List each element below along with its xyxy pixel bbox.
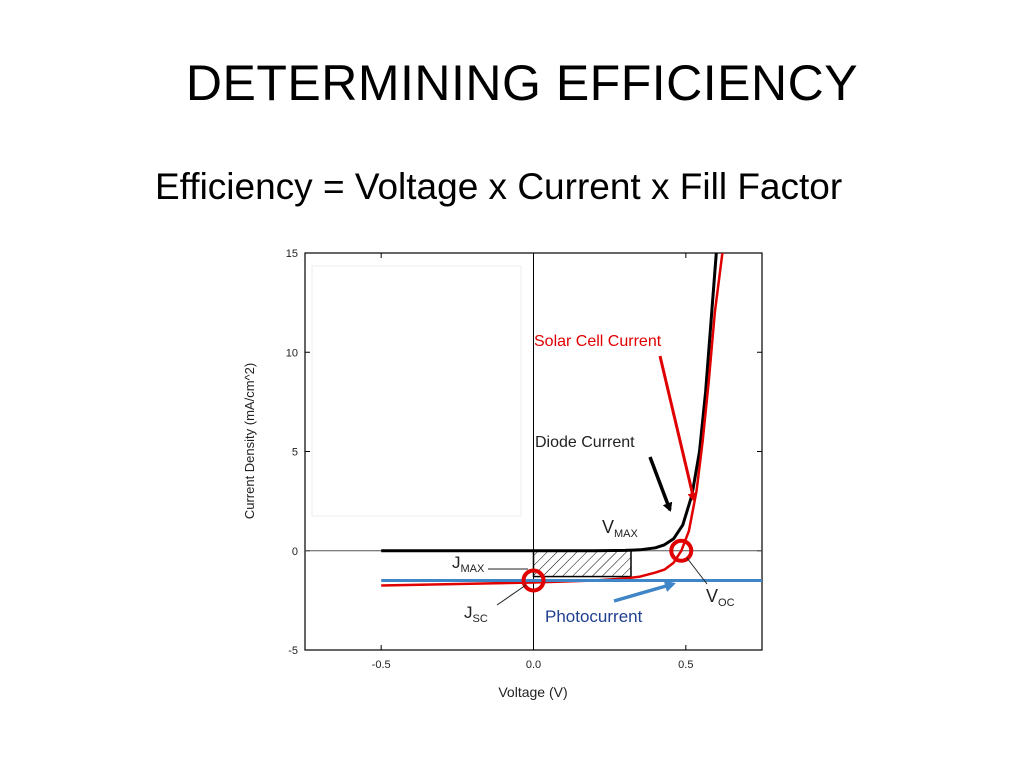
x-tick-label: -0.5 <box>372 659 391 671</box>
y-tick-label: 10 <box>286 347 298 359</box>
photocurrent-arrow <box>613 580 676 603</box>
y-tick-label: 0 <box>292 546 298 558</box>
jsc-leader <box>496 584 527 606</box>
blank-inset <box>311 265 522 517</box>
y-axis-label: Current Density (mA/cm^2) <box>242 363 257 519</box>
x-tick-label: 0.0 <box>526 659 541 671</box>
solar-cell-current-arrow <box>658 355 698 502</box>
diode-current-arrow <box>648 456 673 512</box>
voc-leader <box>686 557 708 585</box>
series-diode-current-line <box>381 253 718 553</box>
jsc-label: JSC <box>464 603 488 625</box>
max-power-rectangle <box>532 550 632 578</box>
diode-current-label: Diode Current <box>535 434 635 451</box>
slide-title: DETERMINING EFFICIENCY <box>185 55 859 111</box>
vmax-label: VMAX <box>602 517 639 540</box>
photocurrent-label: Photocurrent <box>545 607 643 626</box>
voc-label: VOC <box>706 586 735 609</box>
efficiency-formula: Efficiency = Voltage x Current x Fill Fa… <box>155 166 843 207</box>
jmax-label: JMAX <box>452 553 485 575</box>
y-tick-label: 5 <box>292 447 298 459</box>
x-tick-label: 0.5 <box>678 659 693 671</box>
y-tick-label: 15 <box>286 248 298 260</box>
x-axis-label: Voltage (V) <box>498 684 567 700</box>
circled-point-voc <box>669 538 694 563</box>
y-tick-label: -5 <box>288 645 298 657</box>
solar-cell-current-label: Solar Cell Current <box>534 333 662 350</box>
circled-point-jsc <box>521 568 546 593</box>
